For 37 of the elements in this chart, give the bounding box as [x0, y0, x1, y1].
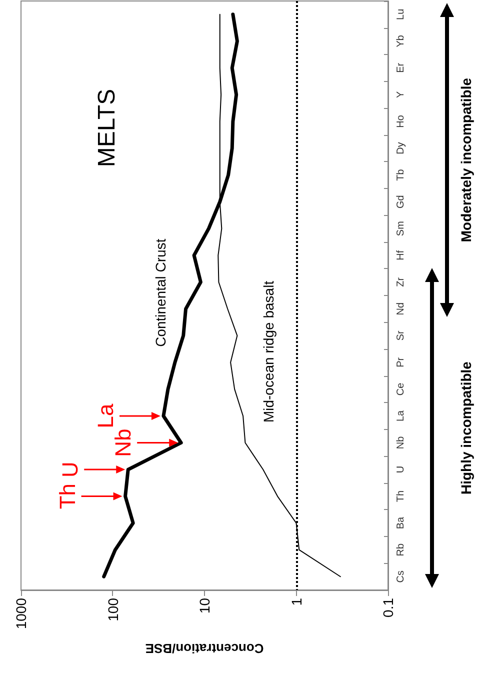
y-tick-label: Gd [396, 195, 406, 208]
y-tick-label: Hf [396, 250, 406, 260]
y-tick-label: U [396, 466, 406, 474]
annotation: U [58, 462, 83, 478]
y-tick-label: Er [396, 62, 406, 73]
y-tick-label: Cs [396, 570, 406, 583]
y-tick-label: Y [396, 91, 406, 98]
y-tick-label: Dy [396, 142, 406, 154]
text: Highly incompatible [458, 361, 474, 495]
text: Moderately incompatible [458, 78, 474, 242]
x-tick-label: 0.1 [380, 598, 396, 618]
y-tick-label: Zr [396, 276, 406, 287]
annotation: Nb [110, 428, 136, 457]
x-tick-label: 10 [196, 598, 212, 614]
y-tick-label: Sr [396, 330, 406, 341]
y-tick-label: Tb [396, 168, 406, 181]
annotation: La [92, 402, 118, 428]
y-tick-label: Nb [396, 436, 406, 450]
y-tick-label: Ba [396, 516, 406, 530]
x-axis-title: Concentration/BSE [144, 641, 264, 656]
x-tick-label: 1000 [13, 598, 29, 630]
y-tick-label: Ho [396, 114, 406, 128]
y-tick-label: Sm [396, 221, 406, 236]
y-tick-label: Pr [396, 356, 406, 368]
y-tick-label: Lu [396, 8, 406, 20]
text: MELTS [94, 88, 120, 168]
y-tick-label: Th [396, 490, 406, 502]
y-tick-label: Rb [396, 543, 406, 556]
y-tick-label: Nd [396, 302, 406, 316]
x-tick-label: 1 [288, 598, 304, 606]
annotation: Th [54, 483, 80, 510]
y-tick-label: Yb [396, 34, 406, 48]
y-tick-label: Ce [396, 382, 406, 396]
x-tick-label: 100 [104, 598, 121, 622]
text: Mid-ocean ridge basalt [260, 280, 277, 423]
text: Continental Crust [152, 238, 169, 347]
y-tick-label: La [396, 410, 406, 422]
